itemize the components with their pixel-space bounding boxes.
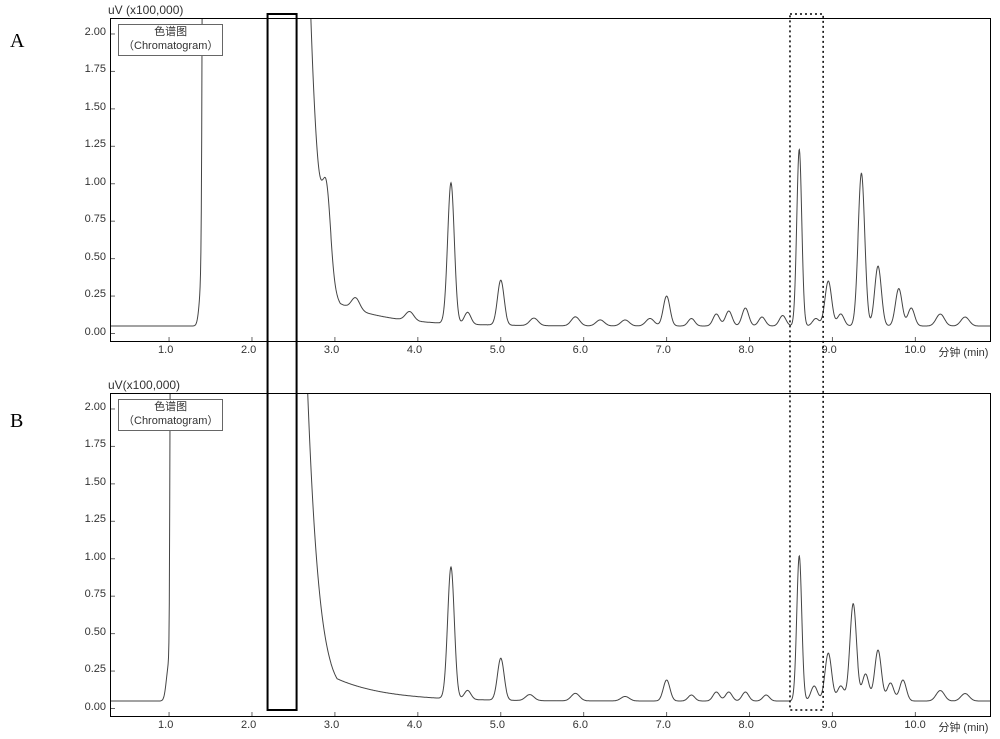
ytick-label: 1.00 <box>85 551 106 563</box>
ytick-label: 1.50 <box>85 101 106 113</box>
x-unit-B: 分钟 (min) <box>938 719 988 735</box>
ytick-label: 0.75 <box>85 588 106 600</box>
ytick-label: 0.25 <box>85 288 106 300</box>
ytick-label: 0.25 <box>85 663 106 675</box>
legend-line2: （Chromatogram） <box>123 40 218 54</box>
xtick-label: 7.0 <box>656 719 671 731</box>
xtick-label: 3.0 <box>324 719 339 731</box>
ytick-label: 1.50 <box>85 476 106 488</box>
chromatogram-trace-B <box>111 394 990 701</box>
ytick-label: 1.00 <box>85 176 106 188</box>
ytick-label: 1.25 <box>85 513 106 525</box>
xtick-label: 2.0 <box>241 344 256 356</box>
xtick-label: 4.0 <box>407 719 422 731</box>
xtick-label: 1.0 <box>158 344 173 356</box>
chromatogram-svg-A <box>111 19 990 341</box>
ytick-label: 2.00 <box>85 26 106 38</box>
xtick-label: 5.0 <box>490 719 505 731</box>
chromatogram-figure: AuV (x100,000) 0.00 0.25 0.50 0.75 1.00 1.25 1.… <box>0 0 1000 739</box>
legend-line1: 色谱图 <box>123 401 218 415</box>
xtick-label: 1.0 <box>158 719 173 731</box>
xtick-label: 10.0 <box>904 344 925 356</box>
panel-label-A: A <box>10 30 24 53</box>
chromatogram-trace-A <box>111 19 990 326</box>
y-unit-B: uV(x100,000) <box>108 378 180 392</box>
ytick-label: 1.75 <box>85 63 106 75</box>
xtick-label: 8.0 <box>739 344 754 356</box>
plot-frame-B <box>110 393 991 717</box>
xtick-label: 7.0 <box>656 344 671 356</box>
xtick-label: 4.0 <box>407 344 422 356</box>
ytick-label: 0.50 <box>85 626 106 638</box>
xtick-label: 3.0 <box>324 344 339 356</box>
xtick-label: 9.0 <box>821 344 836 356</box>
chromatogram-svg-B <box>111 394 990 716</box>
ytick-label: 1.25 <box>85 138 106 150</box>
ytick-label: 2.00 <box>85 401 106 413</box>
panel-label-B: B <box>10 410 23 433</box>
xtick-label: 6.0 <box>573 344 588 356</box>
legend-box-B: 色谱图（Chromatogram） <box>118 399 223 431</box>
ytick-label: 0.00 <box>85 326 106 338</box>
ytick-label: 0.00 <box>85 701 106 713</box>
ytick-label: 0.50 <box>85 251 106 263</box>
xtick-label: 5.0 <box>490 344 505 356</box>
x-unit-A: 分钟 (min) <box>938 344 988 360</box>
legend-line1: 色谱图 <box>123 26 218 40</box>
y-unit-A: uV (x100,000) <box>108 3 183 17</box>
plot-frame-A <box>110 18 991 342</box>
xtick-label: 2.0 <box>241 719 256 731</box>
xtick-label: 8.0 <box>739 719 754 731</box>
ytick-label: 0.75 <box>85 213 106 225</box>
xtick-label: 10.0 <box>904 719 925 731</box>
xtick-label: 9.0 <box>821 719 836 731</box>
ytick-label: 1.75 <box>85 438 106 450</box>
legend-line2: （Chromatogram） <box>123 415 218 429</box>
legend-box-A: 色谱图（Chromatogram） <box>118 24 223 56</box>
xtick-label: 6.0 <box>573 719 588 731</box>
